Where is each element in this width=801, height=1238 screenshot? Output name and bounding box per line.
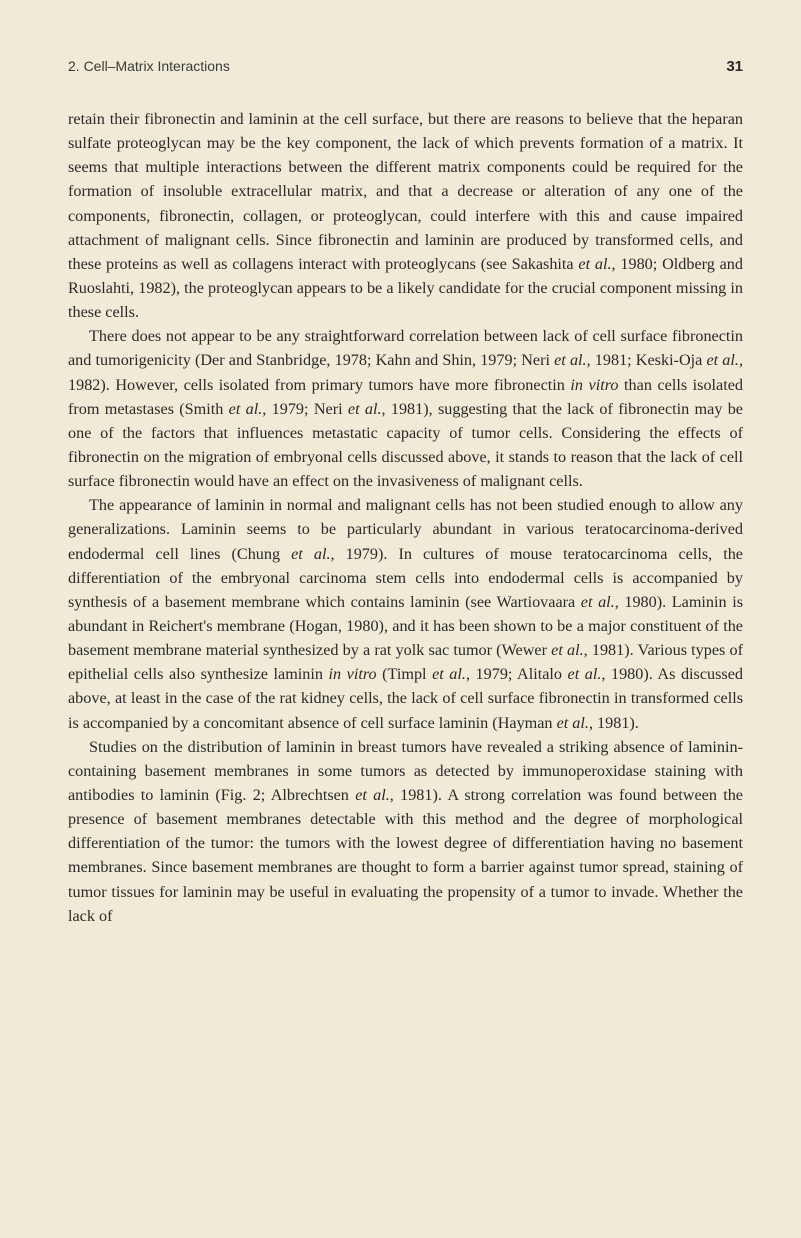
paragraph-2: There does not appear to be any straight… — [68, 324, 743, 493]
body-text: retain their fibronectin and laminin at … — [68, 107, 743, 928]
paragraph-4: Studies on the distribution of laminin i… — [68, 735, 743, 928]
page-number: 31 — [726, 58, 743, 75]
page-header: 2. Cell–Matrix Interactions 31 — [68, 58, 743, 75]
paragraph-3: The appearance of laminin in normal and … — [68, 493, 743, 734]
paragraph-1: retain their fibronectin and laminin at … — [68, 107, 743, 324]
chapter-title: 2. Cell–Matrix Interactions — [68, 58, 230, 74]
